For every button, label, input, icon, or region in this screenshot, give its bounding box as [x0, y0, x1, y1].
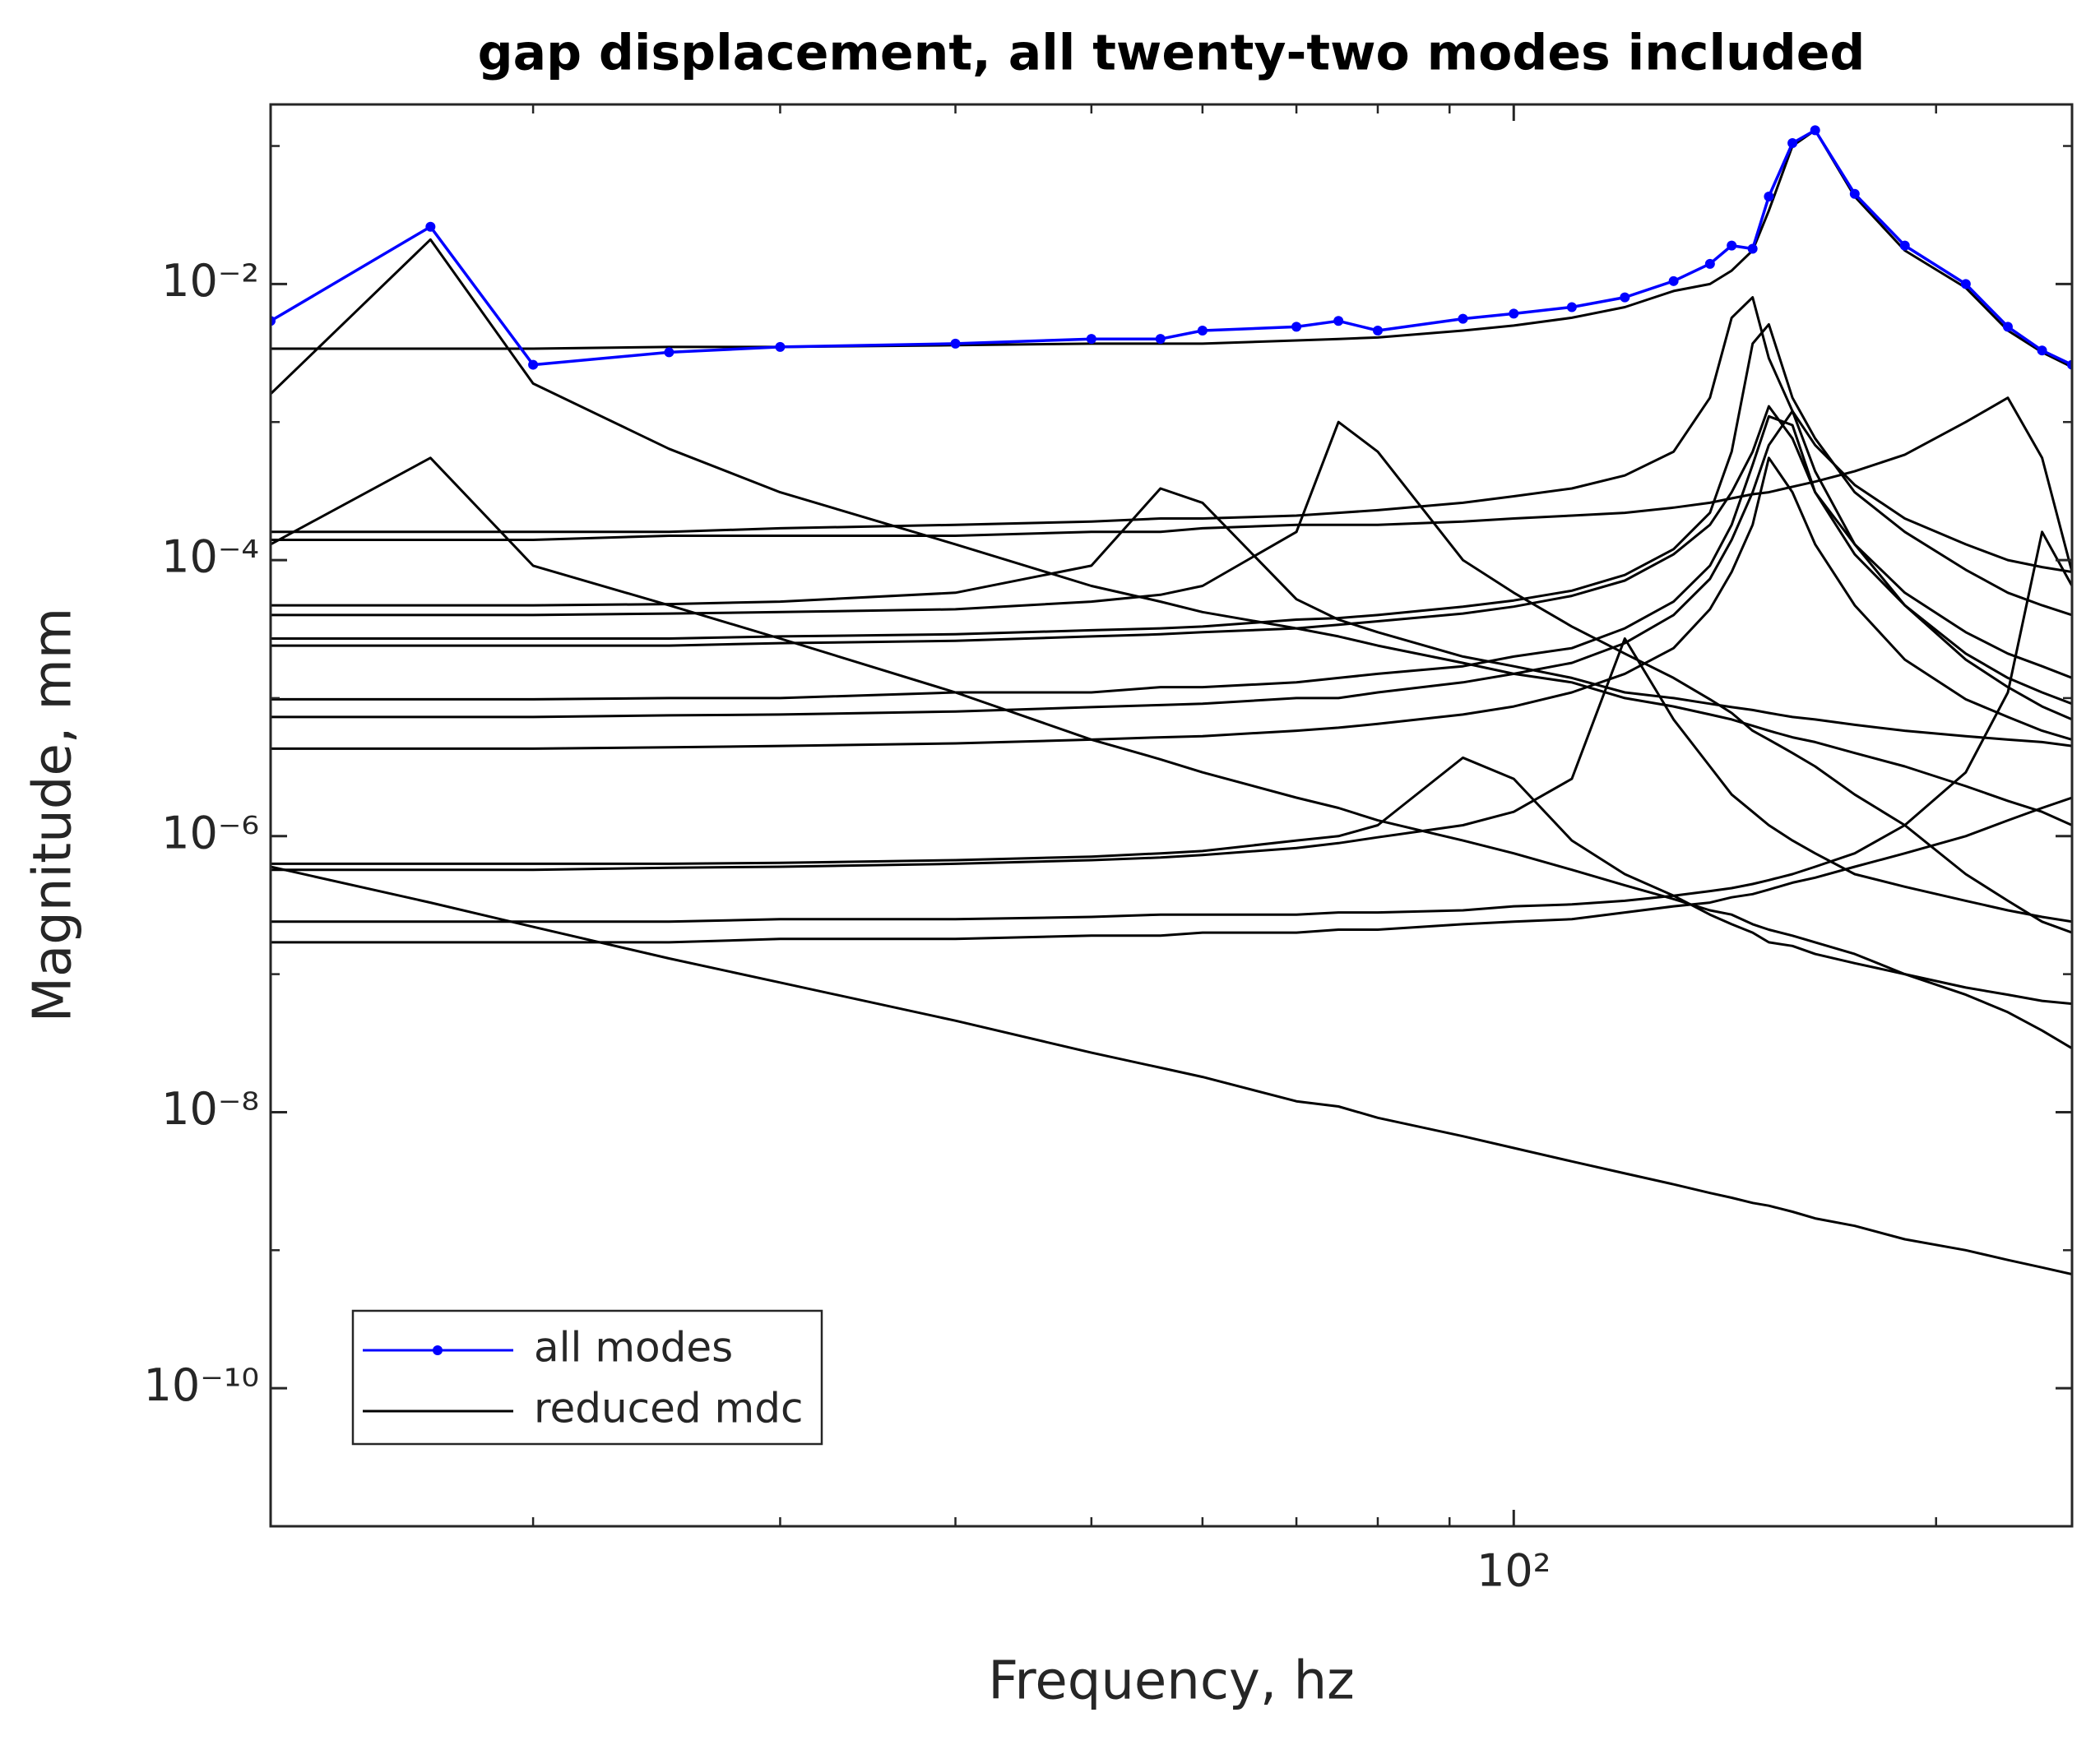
all-modes-marker: [2002, 322, 2013, 332]
all-modes-marker: [664, 347, 675, 358]
all-modes-marker: [1747, 243, 1758, 254]
all-modes-marker: [528, 359, 539, 370]
all-modes-marker: [1810, 125, 1820, 136]
plot-area: [271, 125, 2072, 1275]
legend: all modes reduced mdc: [351, 1309, 823, 1446]
all-modes-marker: [1197, 325, 1208, 336]
legend-label: all modes: [534, 1324, 733, 1372]
all-modes-marker: [1333, 316, 1344, 326]
all-modes-marker: [1509, 308, 1519, 319]
legend-label: reduced mdc: [534, 1385, 803, 1433]
mode-line: [271, 637, 2072, 923]
legend-marker: [433, 1345, 443, 1355]
mode-line: [271, 420, 2072, 934]
mode-line: [271, 456, 2072, 1050]
y-tick-label: 10⁻⁴: [161, 531, 259, 583]
all-modes-marker: [1899, 240, 1910, 251]
legend-box: [351, 1309, 823, 1446]
mode-line: [271, 487, 2072, 748]
all-modes-marker: [1849, 188, 1860, 199]
all-modes-marker: [1620, 292, 1630, 303]
all-modes-marker: [1960, 279, 1971, 289]
x-axis-label: Frequency, hz: [988, 1651, 1354, 1712]
mode-line: [271, 323, 2072, 640]
mode-line: [271, 456, 2072, 750]
all-modes-marker: [425, 221, 436, 232]
axes-box: [269, 103, 2074, 1528]
all-modes-marker: [1787, 137, 1798, 148]
all-modes-marker: [1372, 325, 1383, 336]
all-modes-marker: [1086, 334, 1096, 345]
y-tick-label: 10⁻⁸: [161, 1083, 259, 1135]
y-tick-label: 10⁻¹⁰: [143, 1359, 259, 1411]
mode-line: [271, 296, 2072, 573]
all-modes-marker: [1704, 258, 1715, 269]
mode-line: [271, 796, 2072, 944]
mode-line: [271, 865, 2072, 1275]
all-modes-marker: [1291, 322, 1302, 332]
mode-line: [271, 405, 2072, 679]
all-modes-marker: [950, 338, 961, 349]
all-modes-marker: [2037, 345, 2047, 356]
all-modes-marker: [1764, 192, 1774, 202]
y-axis-label: Magnitude, mm: [23, 608, 84, 1022]
all-modes-marker: [775, 341, 786, 352]
all-modes-marker: [1668, 275, 1679, 286]
mode-line: [271, 410, 2072, 721]
mode-line: [271, 756, 2072, 1006]
all-modes-marker: [1458, 313, 1468, 324]
all-modes-marker: [1155, 334, 1166, 345]
all-modes-marker: [1566, 302, 1577, 312]
y-tick-label: 10⁻⁶: [161, 807, 259, 859]
mode-line: [271, 530, 2072, 923]
x-tick-label: 10²: [1476, 1545, 1551, 1597]
mode-line: [271, 414, 2072, 706]
all-modes-marker: [1727, 240, 1737, 251]
mode-line: [271, 396, 2072, 572]
y-tick-label: 10⁻²: [161, 255, 259, 307]
chart-title: gap displacement, all twenty-two modes i…: [478, 25, 1866, 82]
